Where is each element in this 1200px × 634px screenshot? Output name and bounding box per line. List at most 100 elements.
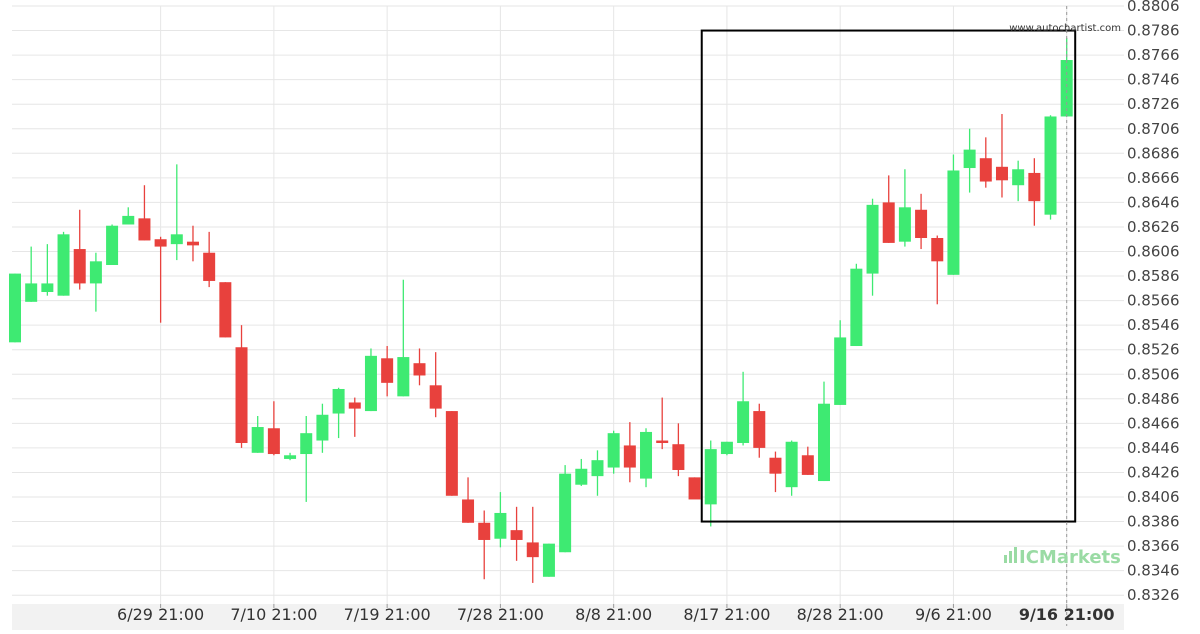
x-tick-label: 9/16 21:00 [1019, 605, 1115, 624]
x-tick-label: 8/17 21:00 [683, 605, 770, 624]
candle-body [542, 543, 555, 577]
y-tick-label: 0.8686 [1127, 144, 1180, 162]
candle-bearish [656, 397, 669, 450]
y-tick-label: 0.8366 [1127, 537, 1180, 555]
candle-bullish [300, 415, 313, 502]
candle-body [25, 283, 38, 302]
candle-body [575, 468, 588, 485]
candle-body [494, 512, 507, 539]
y-tick-label: 0.8406 [1127, 488, 1180, 506]
candle-body [154, 239, 167, 247]
x-tick-label: 7/10 21:00 [230, 605, 317, 624]
candle-body [1060, 60, 1073, 117]
candle-bullish [785, 440, 798, 496]
candle-bearish [931, 235, 944, 305]
candle-body [186, 241, 199, 246]
candle-bearish [623, 422, 636, 483]
candle-body [1044, 116, 1057, 215]
candle-bearish [445, 411, 458, 496]
candle-body [656, 440, 669, 443]
candle-bearish [413, 348, 426, 386]
candle-bearish [801, 446, 814, 475]
candle-body [73, 249, 86, 284]
candle-bullish [850, 263, 863, 347]
y-tick-label: 0.8506 [1127, 365, 1180, 383]
logo-bar-icon [1009, 551, 1012, 563]
candle-body [122, 215, 135, 225]
candle-body [57, 234, 70, 296]
y-tick-label: 0.8486 [1127, 390, 1180, 408]
candle-body [607, 433, 620, 468]
y-tick-label: 0.8466 [1127, 414, 1180, 432]
candle-bearish [672, 423, 685, 477]
candle-body [364, 355, 377, 412]
candle-body [963, 149, 976, 169]
candle-body [89, 261, 102, 284]
candle-bearish [235, 325, 248, 448]
candle-body [898, 207, 911, 242]
candle-body [106, 225, 119, 266]
candle-bearish [769, 451, 782, 493]
candle-bearish [915, 193, 928, 250]
candle-body [979, 158, 992, 182]
candle-bearish [267, 401, 280, 456]
candle-bullish [737, 371, 750, 446]
candle-body [219, 282, 232, 338]
candle-body [284, 455, 297, 459]
candle-bearish [219, 282, 232, 338]
candle-body [882, 202, 895, 243]
candle-body [769, 457, 782, 474]
candle-body [1028, 172, 1041, 202]
candle-bearish [882, 175, 895, 243]
y-tick-label: 0.8426 [1127, 463, 1180, 481]
candle-bearish [1028, 158, 1041, 226]
candle-bearish [753, 403, 766, 458]
candle-bullish [41, 244, 54, 296]
y-tick-label: 0.8346 [1127, 562, 1180, 580]
candle-body [138, 218, 151, 241]
candle-bullish [834, 320, 847, 405]
candle-bullish [1044, 115, 1057, 220]
candle-body [640, 431, 653, 479]
candle-body [478, 522, 491, 540]
candle-body [1012, 169, 1025, 186]
candle-body [931, 237, 944, 262]
y-tick-label: 0.8586 [1127, 267, 1180, 285]
candle-bullish [494, 492, 507, 548]
candle-bullish [316, 403, 329, 453]
candle-bearish [979, 137, 992, 188]
candle-bearish [348, 397, 361, 437]
candle-body [170, 234, 183, 245]
candle-bullish [591, 450, 604, 496]
candle-body [429, 385, 442, 409]
candle-body [445, 411, 458, 496]
y-tick-label: 0.8326 [1127, 586, 1180, 604]
x-tick-label: 6/29 21:00 [117, 605, 204, 624]
candle-bullish [898, 169, 911, 247]
candle-bullish [170, 164, 183, 261]
candle-body [397, 357, 410, 397]
candle-body [510, 530, 523, 540]
candle-bullish [818, 381, 830, 482]
candle-bearish [526, 506, 539, 583]
candle-bullish [559, 465, 572, 553]
x-tick-label: 9/6 21:00 [915, 605, 992, 624]
candle-body [381, 358, 394, 383]
candle-body [866, 204, 879, 274]
candle-body [785, 441, 798, 488]
candle-bullish [947, 154, 960, 275]
candle-body [672, 444, 685, 470]
candle-bearish [688, 477, 701, 500]
overlay-layer [700, 6, 1077, 626]
candle-body [462, 499, 475, 523]
candle-bullish [1012, 160, 1025, 202]
candle-bullish [397, 279, 410, 397]
candle-body [704, 449, 717, 505]
pattern-highlight-box [700, 29, 1077, 523]
y-tick-label: 0.8666 [1127, 169, 1180, 187]
candle-layer [9, 37, 1073, 583]
x-axis-band [12, 604, 1124, 630]
